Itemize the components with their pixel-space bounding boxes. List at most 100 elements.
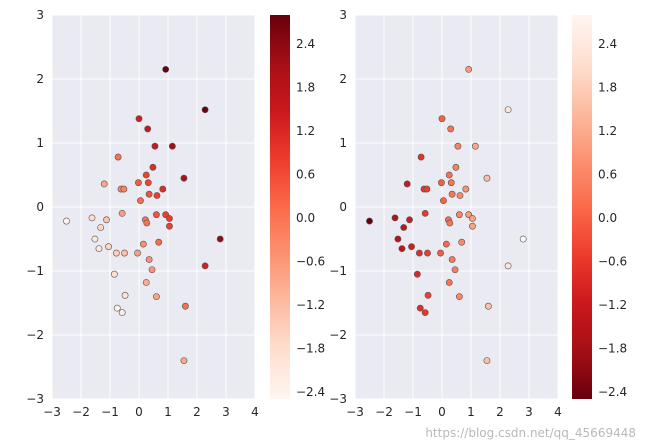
scatter-point (504, 262, 512, 270)
scatter-point (423, 185, 431, 193)
x-tick-label: −3 (43, 405, 61, 419)
scatter-point (142, 171, 150, 179)
scatter-point (483, 357, 491, 364)
scatter-point (95, 245, 103, 252)
scatter-point (366, 217, 373, 225)
scatter-point (391, 214, 399, 222)
x-tick-label: 1 (467, 405, 475, 419)
x-tick-label: −2 (375, 405, 393, 419)
scatter-point (159, 185, 167, 193)
scatter-point (462, 185, 470, 193)
scatter-point (445, 171, 453, 179)
x-tick-label: 2 (496, 405, 504, 419)
colorbar-tick-label: −2.4 (296, 385, 325, 399)
scatter-point (440, 197, 447, 204)
scatter-point (162, 66, 170, 73)
scatter-point (448, 190, 456, 198)
colorbar-tick-label: −1.8 (598, 341, 627, 355)
scatter-point (421, 309, 429, 316)
scatter-point (152, 293, 160, 300)
scatter-point (91, 235, 99, 243)
scatter-point (447, 125, 455, 133)
scatter-point (403, 180, 411, 188)
scatter-point (447, 179, 455, 187)
colorbar-tick-label: 1.2 (598, 124, 617, 138)
scatter-point (504, 106, 512, 114)
scatter-point (406, 216, 413, 224)
scatter-point (445, 279, 453, 286)
scatter-point (216, 235, 224, 243)
scatter-point (398, 245, 406, 252)
y-tick-label: 0 (339, 200, 347, 214)
scatter-point (121, 249, 128, 257)
scatter-point (446, 219, 454, 227)
scatter-point (105, 243, 112, 251)
scatter-point (134, 249, 141, 257)
y-tick-label: 1 (339, 136, 347, 150)
scatter-point (144, 179, 152, 187)
scatter-point (483, 174, 491, 182)
scatter-point (155, 238, 163, 246)
scatter-point (438, 179, 445, 187)
watermark-text: https://blog.csdn.net/qq_45669448 (425, 426, 636, 440)
scatter-point (118, 209, 126, 217)
x-tick-label: 4 (554, 405, 562, 419)
colorbar-tick-label: −1.2 (296, 298, 325, 312)
scatter-point (166, 215, 173, 222)
scatter-point (471, 142, 479, 150)
scatter-point (148, 266, 156, 274)
x-tick-label: −1 (404, 405, 422, 419)
scatter-point (63, 217, 70, 225)
scatter-panel-1: −3 −2 −1 0 1 2 3 4 −3 −2 −1 0 1 2 3 −2.4 −1.8 −1.2 −0.6 0.0… (26, 8, 325, 419)
scatter-point (151, 142, 159, 150)
scatter-point (484, 302, 492, 310)
scatter-panel-2: −3 −2 −1 0 1 2 3 4 −3 −2 −1 0 1 2 3 −2.4 −1.8 −1.2 −0.6 0.0… (329, 8, 627, 419)
y-tick-label: 2 (339, 72, 347, 86)
y-tick-label: −1 (329, 264, 347, 278)
scatter-point (455, 211, 463, 219)
scatter-point (416, 304, 424, 312)
colorbar-tick-label: −2.4 (598, 385, 627, 399)
scatter-point (142, 279, 150, 286)
scatter-point (144, 125, 152, 133)
x-tick-label: −2 (72, 405, 90, 419)
x-tick-label: 2 (193, 405, 201, 419)
scatter-point (180, 357, 188, 364)
y-tick-label: 2 (36, 72, 44, 86)
x-tick-label: 0 (438, 405, 446, 419)
colorbar-tick-label: 1.8 (598, 80, 617, 94)
y-tick-label: −3 (26, 392, 44, 406)
scatter-point (113, 304, 121, 312)
scatter-point (421, 209, 429, 217)
y-tick-label: 3 (339, 8, 347, 22)
scatter-point (451, 266, 459, 274)
scatter-point (400, 224, 408, 231)
scatter-point (417, 153, 425, 161)
scatter-point (454, 142, 462, 150)
colorbar-tick-label: 2.4 (296, 37, 315, 51)
colorbar-tick-label: 0.0 (296, 211, 315, 225)
scatter-point (120, 185, 128, 193)
scatter-point (519, 235, 527, 243)
scatter-point (139, 240, 147, 248)
colorbar-tick-label: 0.6 (598, 167, 617, 181)
scatter-point (135, 115, 143, 123)
scatter-point (145, 190, 153, 198)
scatter-point (469, 215, 476, 222)
scatter-point (100, 180, 108, 188)
scatter-point (448, 256, 456, 263)
scatter-point (149, 163, 157, 171)
colorbar-tick-label: −0.6 (598, 254, 627, 268)
colorbar-tick-label: 0.0 (598, 211, 617, 225)
scatter-point (166, 222, 173, 230)
scatter-point (135, 179, 142, 187)
scatter-point (137, 197, 144, 204)
scatter-point (110, 270, 118, 278)
scatter-point (97, 224, 105, 231)
scatter-point (458, 238, 466, 246)
scatter-point (452, 163, 460, 171)
scatter-point (152, 211, 160, 219)
scatter-point (143, 219, 151, 227)
x-tick-label: 1 (164, 405, 172, 419)
